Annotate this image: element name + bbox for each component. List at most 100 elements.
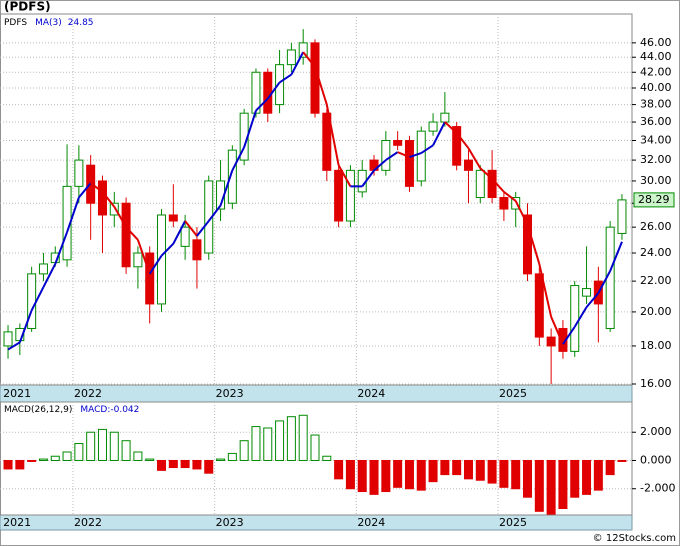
- macd-bar: [546, 459, 556, 515]
- y-tick-label: 30.00: [640, 174, 672, 187]
- macd-bar: [38, 458, 48, 461]
- y-tick-label: 2.000: [640, 425, 672, 438]
- x-tick-label: 2024: [357, 387, 385, 400]
- y-tick-label: 22.00: [640, 274, 672, 287]
- ma-line: [90, 182, 104, 193]
- ma-line: [325, 104, 340, 166]
- macd-bar: [523, 459, 533, 498]
- candle-body: [570, 285, 580, 352]
- candle-body: [286, 49, 296, 66]
- candle-body: [97, 180, 107, 216]
- macd-bar: [121, 440, 131, 461]
- macd-bar: [227, 452, 237, 461]
- ma-line: [361, 169, 375, 187]
- ma-line: [597, 270, 612, 294]
- price-tag: [633, 192, 675, 208]
- ma-line: [18, 309, 33, 343]
- candle-body: [440, 112, 450, 123]
- macd-bar: [334, 459, 344, 480]
- macd-bar: [310, 434, 320, 461]
- macd-bar: [487, 459, 497, 484]
- ma-line: [526, 224, 541, 265]
- macd-legend: MACD(26,12,9) MACD:-0.042: [4, 405, 139, 415]
- legend-symbol: PDFS: [4, 18, 27, 28]
- y-tick-label: 16.00: [640, 377, 672, 390]
- candle-body: [109, 202, 119, 216]
- ma-line: [538, 263, 553, 318]
- candle-body: [275, 64, 285, 106]
- macd-bar: [286, 416, 296, 461]
- x-tick-label: 2022: [74, 387, 102, 400]
- ma-line: [78, 182, 92, 199]
- macd-bar: [369, 459, 379, 495]
- copyright: © 12Stocks.com: [593, 533, 676, 544]
- ma-line: [562, 326, 576, 345]
- macd-bar: [86, 431, 96, 461]
- ma-line: [290, 51, 305, 76]
- candle-body: [523, 214, 533, 275]
- y-tick-label: 46.00: [640, 36, 672, 49]
- ma-line: [550, 316, 564, 345]
- macd-bar: [617, 459, 627, 462]
- candle-body: [298, 42, 308, 58]
- ma-line: [609, 241, 623, 272]
- x-tick-label: 2022: [74, 516, 102, 529]
- macd-bar: [74, 443, 84, 461]
- ma-line: [585, 292, 600, 308]
- macd-bar: [393, 459, 403, 488]
- ma-line: [385, 151, 399, 161]
- candle-body: [157, 214, 167, 305]
- y-tick-label: -2.000: [640, 482, 675, 495]
- ma-line: [42, 263, 57, 288]
- candle-body: [416, 130, 426, 182]
- macd-bar: [27, 459, 37, 462]
- candle-body: [463, 159, 473, 171]
- macd-bar: [97, 428, 107, 461]
- ma-line: [432, 121, 446, 146]
- ma-line: [160, 243, 175, 257]
- ma-line: [266, 81, 281, 100]
- x-tick-label: 2023: [216, 516, 244, 529]
- x-tick-label: 2025: [499, 516, 527, 529]
- ma-line: [467, 147, 482, 169]
- ma-line: [314, 66, 328, 105]
- candle-body: [499, 197, 509, 210]
- ma-line: [66, 197, 80, 233]
- macd-bar: [463, 459, 473, 480]
- macd-bar: [582, 459, 592, 495]
- macd-bar: [357, 459, 367, 493]
- candle-body: [38, 263, 48, 275]
- macd-bar: [62, 451, 72, 461]
- candle-body: [582, 288, 592, 297]
- ma-line: [219, 170, 234, 206]
- ma-line: [243, 110, 257, 148]
- ma-line: [302, 51, 316, 68]
- candle-body: [227, 149, 237, 204]
- macd-bar: [50, 455, 60, 461]
- macd-bar: [534, 459, 544, 512]
- y-tick-label: 24.00: [640, 246, 672, 259]
- macd-bar: [322, 455, 332, 461]
- candle-body: [617, 199, 627, 234]
- ma-line: [514, 200, 529, 226]
- chart-title: (PDFS): [4, 0, 51, 14]
- y-tick-label: 0.000: [640, 453, 672, 466]
- macd-bar: [511, 459, 521, 490]
- macd-bar: [239, 440, 249, 461]
- ma-line: [136, 239, 151, 275]
- y-tick-label: 34.00: [640, 134, 672, 147]
- y-tick-label: 44.00: [640, 50, 672, 63]
- ma-line: [113, 206, 127, 228]
- legend: PDFS MA(3) 24.85: [4, 18, 94, 28]
- macd-bar: [452, 459, 462, 476]
- macd-bar: [3, 459, 13, 470]
- macd-bar: [192, 459, 202, 470]
- ma-line: [455, 132, 470, 149]
- candle-body: [3, 331, 13, 347]
- ma-line: [397, 151, 410, 158]
- macd-panel: [0, 401, 633, 516]
- ma-line: [54, 231, 68, 265]
- legend-ma: MA(3): [35, 18, 62, 28]
- macd-bar: [109, 431, 119, 461]
- candle-body: [452, 126, 462, 166]
